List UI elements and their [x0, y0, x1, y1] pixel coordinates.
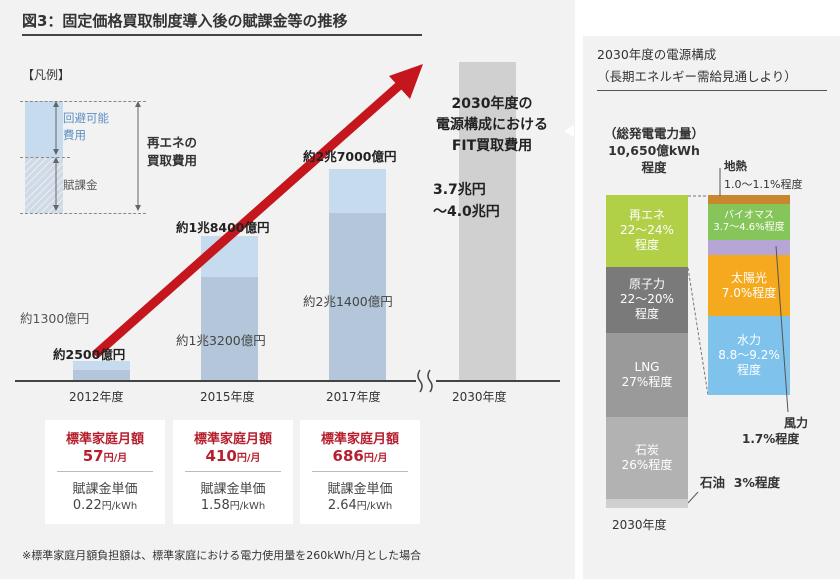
- info-monthly-2017: 686円/月: [332, 447, 388, 465]
- info-rate-2015: 1.58円/kWh: [200, 498, 266, 513]
- label-2017-total: 約2兆7000億円: [303, 149, 397, 164]
- info-box-2015: 標準家庭月額 410円/月 賦課金単価 1.58円/kWh: [173, 420, 293, 524]
- geothermal-range: 1.0〜1.1%程度: [724, 178, 803, 191]
- renewable-segment-4: 水力 8.8〜9.2% 程度: [708, 316, 790, 395]
- info-box-2017: 標準家庭月額 686円/月 賦課金単価 2.64円/kWh: [300, 420, 420, 524]
- renewable-segment-0: [708, 195, 790, 205]
- mix-segment-3: 石炭 26%程度: [606, 417, 688, 499]
- growth-arrow: [92, 64, 423, 359]
- mix-renewables-stack: バイオマス 3.7〜4.6%程度太陽光 7.0%程度 水力 8.8〜9.2% 程度: [708, 195, 790, 395]
- geothermal-name: 地熱: [724, 159, 747, 173]
- chart-title: 図3：固定価格買取制度導入後の賦課金等の推移: [22, 12, 348, 30]
- legend-surcharge-swatch: [25, 157, 63, 213]
- renewable-segment-2: [708, 240, 790, 256]
- legend-avoidable-label: 回避可能 費用: [63, 111, 109, 142]
- info-divider-2015: [185, 471, 281, 472]
- renewable-segment-1: バイオマス 3.7〜4.6%程度: [708, 204, 790, 241]
- mix-segment-0: 再エネ 22〜24% 程度: [606, 195, 688, 267]
- bar-surcharge-2017年度: [329, 213, 386, 380]
- pointer-arrow-icon: [564, 125, 574, 137]
- bar-surcharge-2015年度: [201, 277, 258, 380]
- info-head-2015: 標準家庭月額: [193, 432, 272, 447]
- label-2012-total: 約2500億円: [53, 347, 126, 362]
- info-monthly-2015: 410円/月: [205, 447, 261, 465]
- mix-main-stack: 再エネ 22〜24% 程度 原子力 22〜20% 程度 LNG 27%程度 石炭 26…: [606, 195, 688, 508]
- info-rate-2012: 0.22円/kWh: [72, 498, 138, 513]
- geothermal-leader: [719, 168, 721, 196]
- label-2030-value: 3.7兆円 〜4.0兆円: [433, 182, 500, 220]
- info-sub-2012: 賦課金単価: [72, 482, 138, 497]
- axis-break-gap: [416, 370, 436, 392]
- info-sub-2017: 賦課金単価: [327, 482, 393, 497]
- info-divider-2017: [312, 471, 408, 472]
- label-2015-total: 約1兆8400億円: [176, 220, 270, 235]
- mix-segment-1: 原子力 22〜20% 程度: [606, 266, 688, 333]
- label-2015-surcharge: 約1兆3200億円: [176, 333, 266, 348]
- renewable-segment-3: 太陽光 7.0%程度: [708, 255, 790, 317]
- year-label-2030: 2030年度: [452, 390, 507, 404]
- mix-subtitle: （長期エネルギー需給見通しより）: [597, 69, 797, 84]
- mix-segment-4: [606, 498, 688, 508]
- title-underline: [22, 34, 422, 36]
- mix-segment-2: LNG 27%程度: [606, 332, 688, 418]
- info-box-2012: 標準家庭月額 57円/月 賦課金単価 0.22円/kWh: [45, 420, 165, 524]
- year-label-2012: 2012年度: [69, 390, 124, 404]
- wind-name: 風力: [784, 416, 809, 430]
- year-label-2017: 2017年度: [326, 390, 381, 404]
- label-2017-surcharge: 約2兆1400億円: [303, 294, 393, 309]
- label-2030-title: 2030年度の 電源構成における FIT買取費用: [436, 96, 548, 154]
- bar-avoidable-2012年度: [73, 360, 130, 370]
- footnote: ※標準家庭月額負担額は、標準家庭における電力使用量を260kWh/月とした場合: [22, 549, 422, 562]
- mix-connector-lines: [688, 195, 708, 396]
- legend-dash-top: [20, 101, 146, 102]
- info-monthly-2012: 57円/月: [82, 447, 128, 465]
- bar-surcharge-2012年度: [73, 369, 130, 380]
- mix-title: 2030年度の電源構成: [597, 47, 717, 62]
- label-2012-surcharge: 約1300億円: [20, 311, 90, 326]
- bar-avoidable-2017年度: [329, 169, 386, 214]
- wind-range: 1.7%程度: [742, 432, 800, 446]
- oil-leader: [688, 492, 699, 504]
- year-label-2015: 2015年度: [200, 390, 255, 404]
- info-sub-2015: 賦課金単価: [200, 482, 266, 497]
- mix-title-rule: [597, 90, 827, 91]
- info-divider-2012: [57, 471, 153, 472]
- legend-avoidable-swatch: [25, 101, 63, 157]
- axis-break-icon: [417, 369, 433, 393]
- oil-label: 石油 3%程度: [700, 475, 780, 490]
- info-rate-2017: 2.64円/kWh: [327, 498, 393, 513]
- mix-total-label: （総発電電力量） 10,650億kWh 程度: [603, 126, 704, 175]
- legend-heading: 【凡例】: [22, 68, 71, 82]
- legend-bracket-label: 再エネの 買取費用: [147, 135, 198, 169]
- x-axis-baseline: [15, 380, 560, 382]
- legend-surcharge-label: 賦課金: [63, 178, 98, 192]
- mix-year-label: 2030年度: [612, 518, 667, 532]
- wind-leader: [775, 246, 789, 413]
- legend-dash-bottom: [20, 213, 146, 214]
- legend-arrows: [53, 101, 141, 211]
- info-head-2017: 標準家庭月額: [320, 432, 399, 447]
- bar-2030-projection: [459, 62, 516, 380]
- legend-dash-mid: [20, 157, 70, 158]
- info-head-2012: 標準家庭月額: [65, 432, 144, 447]
